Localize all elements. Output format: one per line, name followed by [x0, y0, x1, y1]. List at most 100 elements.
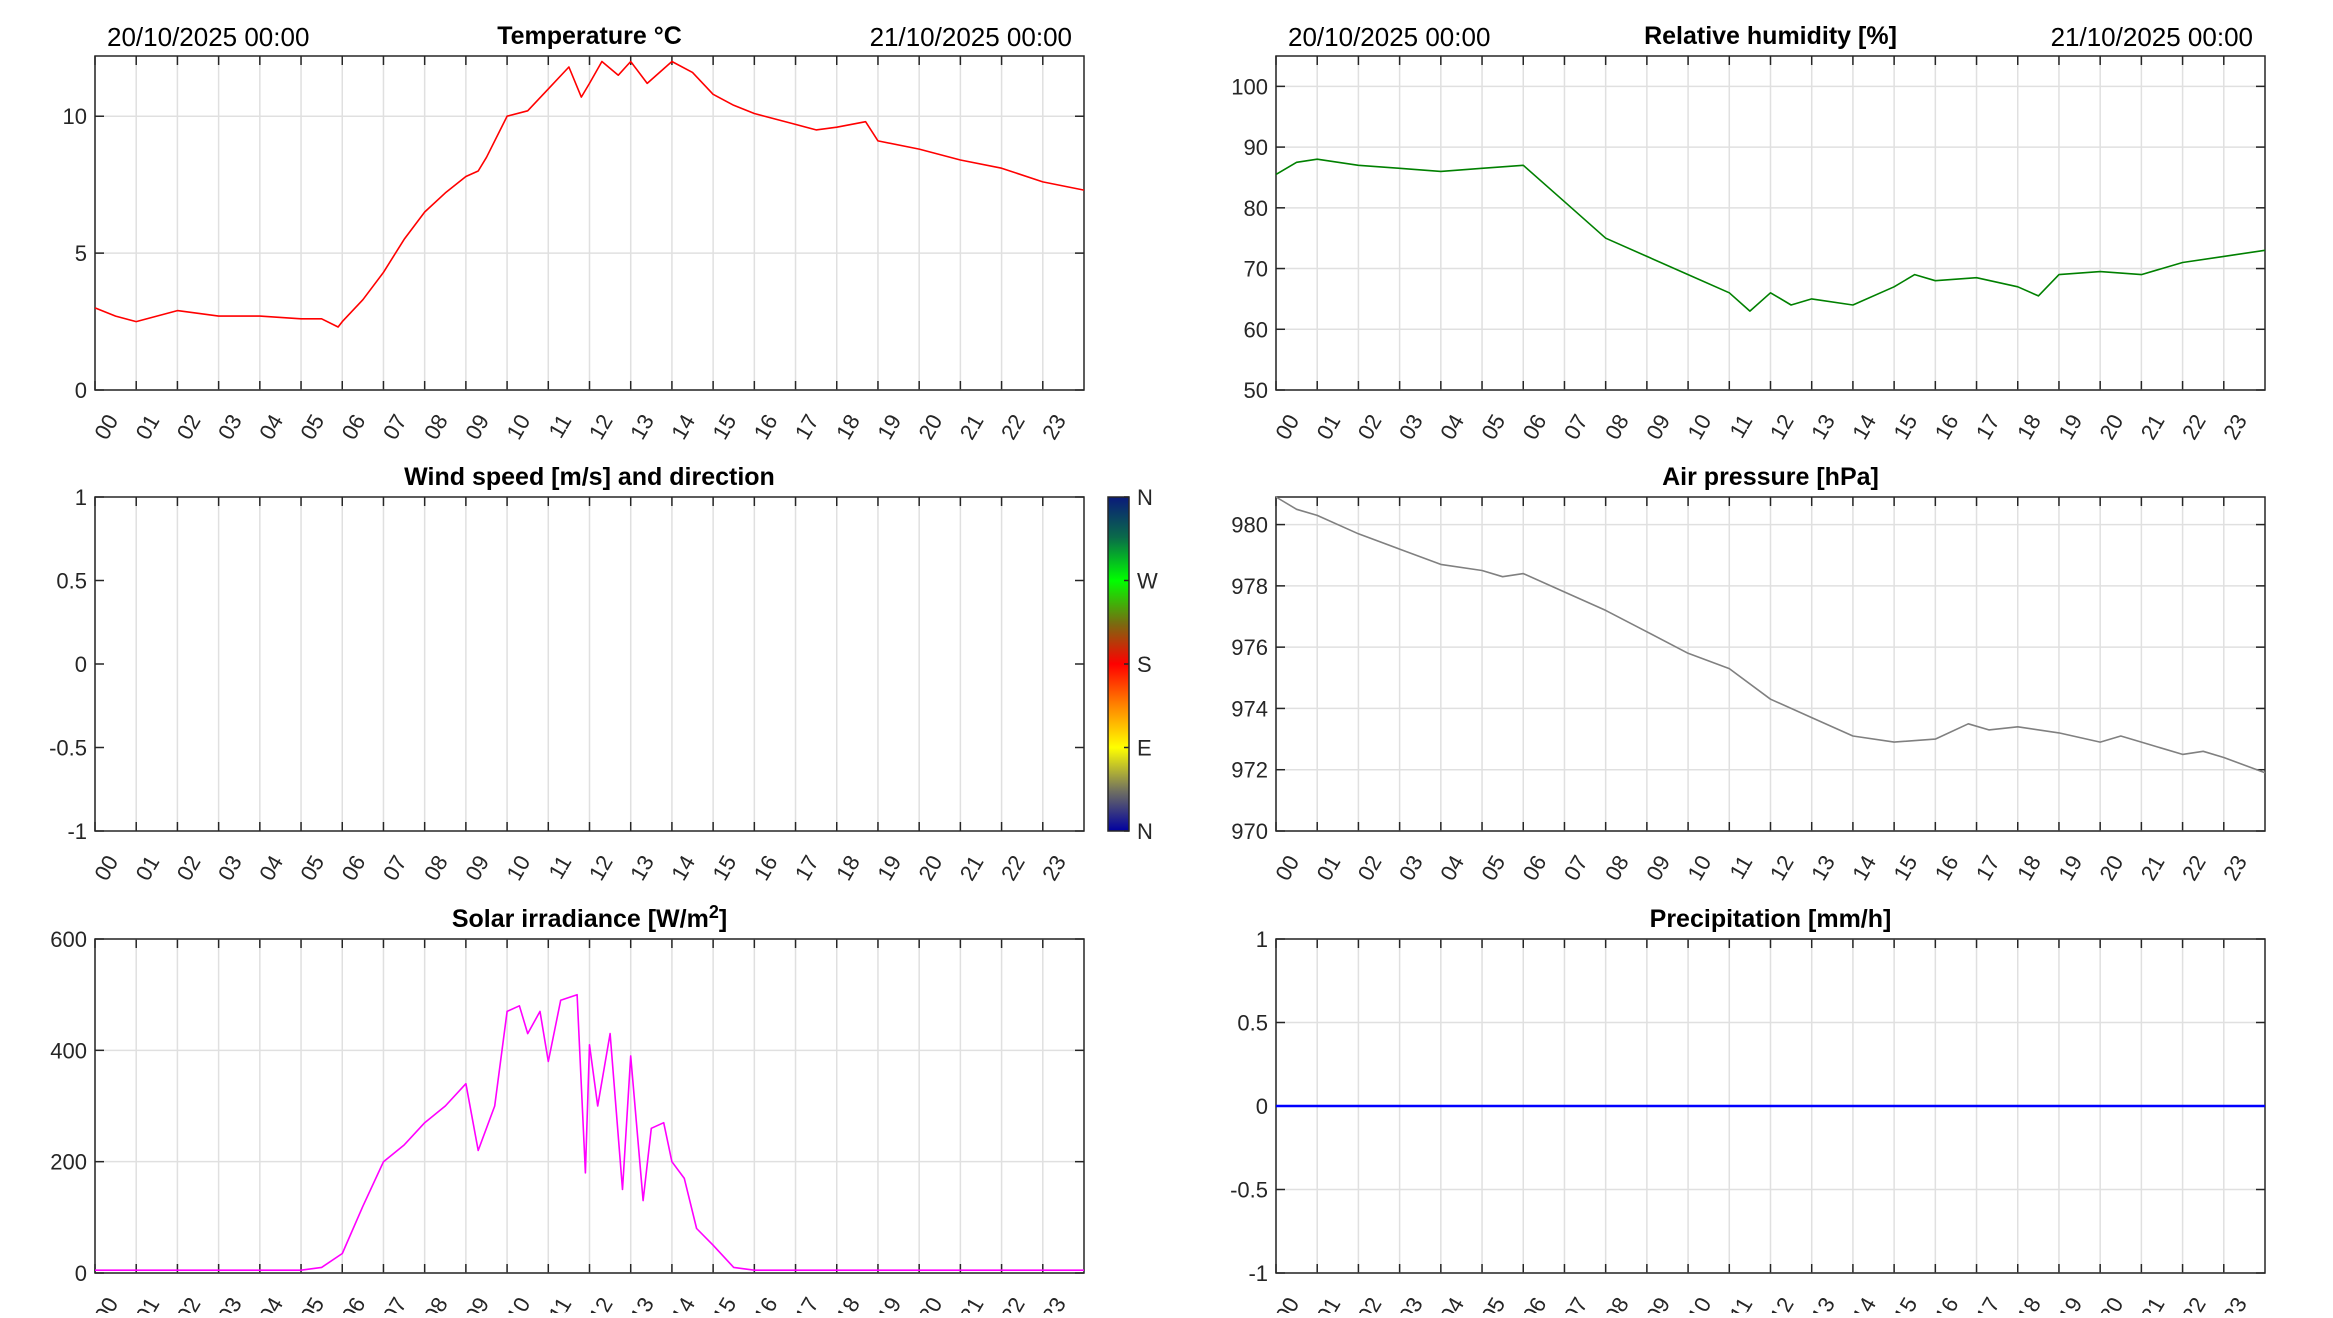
x-tick-label: 15 [707, 851, 741, 885]
x-tick-label: 10 [1682, 851, 1716, 885]
y-tick-label: 980 [1231, 513, 1268, 538]
x-tick-label: 00 [89, 1293, 123, 1313]
y-tick-label: 0 [1256, 1094, 1268, 1119]
colorbar-label: N [1137, 485, 1153, 510]
x-tick-label: 18 [831, 851, 865, 885]
x-tick-label: 11 [1724, 851, 1757, 883]
x-tick-label: 01 [131, 1293, 165, 1313]
axes-box [1275, 496, 2266, 832]
x-tick-label: 21 [2136, 851, 2170, 885]
y-tick-label: 978 [1231, 574, 1268, 599]
y-tick-label: 0 [75, 652, 87, 677]
x-tick-label: 07 [378, 410, 412, 444]
y-tick-label: -0.5 [49, 736, 87, 761]
x-tick-label: 02 [1353, 1293, 1387, 1313]
x-tick-label: 16 [1930, 851, 1964, 885]
x-tick-label: 13 [625, 851, 659, 885]
y-tick-label: 50 [1244, 378, 1268, 403]
colorbar-label: S [1137, 652, 1152, 677]
y-tick-label: 0.5 [56, 569, 87, 594]
y-tick-label: 5 [75, 241, 87, 266]
y-tick-label: 0 [75, 378, 87, 403]
x-tick-label: 04 [1435, 410, 1469, 444]
x-tick-label: 19 [872, 851, 906, 885]
x-tick-label: 05 [295, 1293, 329, 1313]
y-tick-label: 400 [50, 1038, 87, 1063]
x-tick-label: 16 [749, 1293, 783, 1313]
x-tick-label: 08 [419, 1293, 453, 1313]
x-tick-label: 11 [1724, 410, 1757, 442]
x-tick-label: 10 [1682, 410, 1716, 444]
x-tick-label: 19 [872, 410, 906, 444]
end-date-label: 21/10/2025 00:00 [2051, 22, 2253, 52]
x-tick-label: 11 [543, 1293, 576, 1313]
x-tick-label: 06 [337, 410, 371, 444]
x-tick-label: 23 [1037, 1293, 1071, 1313]
wind-chart: 00 01 02 03 04 05 06 07 08 09 10 11 12 13 14 15 16 17 18 19… [49, 463, 1158, 885]
x-tick-label: 00 [1270, 851, 1304, 885]
x-tick-label: 14 [1847, 851, 1881, 885]
y-tick-label: 0 [75, 1261, 87, 1286]
x-tick-label: 13 [1806, 410, 1840, 444]
x-tick-label: 08 [1600, 410, 1634, 444]
x-tick-label: 03 [213, 851, 247, 885]
y-tick-label: 974 [1231, 696, 1268, 721]
x-tick-label: 03 [213, 1293, 247, 1313]
chart-title: Relative humidity [%] [1644, 22, 1897, 50]
x-tick-label: 00 [1270, 1293, 1304, 1313]
x-tick-label: 14 [1847, 410, 1881, 444]
colorbar-label: N [1137, 819, 1153, 844]
x-tick-label: 21 [955, 1293, 989, 1313]
x-tick-label: 12 [1765, 851, 1799, 885]
x-tick-label: 07 [1559, 410, 1593, 444]
x-tick-label: 00 [89, 851, 123, 885]
title-text: Air pressure [hPa] [1662, 463, 1879, 491]
x-tick-label: 10 [501, 851, 535, 885]
x-tick-label: 10 [1682, 1293, 1716, 1313]
x-tick-label: 17 [1971, 851, 2005, 885]
y-tick-label: 976 [1231, 635, 1268, 660]
x-tick-label: 12 [1765, 1293, 1799, 1313]
x-tick-label: 23 [2218, 410, 2252, 444]
x-tick-label: 14 [666, 410, 700, 444]
y-tick-label: 970 [1231, 819, 1268, 844]
x-tick-label: 12 [1765, 410, 1799, 444]
x-tick-label: 13 [625, 410, 659, 444]
x-tick-label: 02 [1353, 410, 1387, 444]
axes-box [94, 496, 1085, 832]
x-tick-label: 19 [872, 1293, 906, 1313]
title-text: Wind speed [m/s] and direction [404, 463, 775, 491]
title-text: Precipitation [mm/h] [1650, 905, 1892, 933]
title-text: Relative humidity [%] [1644, 22, 1897, 50]
x-tick-label: 11 [1724, 1293, 1757, 1313]
x-tick-label: 19 [2053, 410, 2087, 444]
x-tick-label: 15 [1888, 1293, 1922, 1313]
x-tick-label: 15 [707, 1293, 741, 1313]
x-tick-label: 03 [213, 410, 247, 444]
x-tick-label: 09 [1641, 1293, 1675, 1313]
x-tick-label: 17 [790, 851, 824, 885]
solar-chart: 00 01 02 03 04 05 06 07 08 09 10 11 12 13 14 15 16 17 18 19… [50, 902, 1085, 1318]
x-tick-label: 13 [1806, 851, 1840, 885]
colorbar-label: W [1137, 569, 1158, 594]
x-tick-label: 17 [1971, 1293, 2005, 1313]
x-tick-label: 20 [913, 1293, 947, 1313]
x-tick-label: 01 [131, 851, 165, 885]
start-date-label: 20/10/2025 00:00 [107, 22, 309, 52]
x-tick-label: 04 [1435, 851, 1469, 885]
x-tick-label: 09 [1641, 851, 1675, 885]
x-tick-label: 09 [1641, 410, 1675, 444]
x-tick-label: 17 [1971, 410, 2005, 444]
x-tick-label: 02 [172, 1293, 206, 1313]
x-tick-label: 20 [2094, 851, 2128, 885]
y-tick-label: 0.5 [1237, 1011, 1268, 1036]
x-tick-label: 01 [131, 410, 165, 444]
x-tick-label: 11 [543, 851, 576, 883]
end-date-label: 21/10/2025 00:00 [870, 22, 1072, 52]
x-tick-label: 09 [460, 851, 494, 885]
x-tick-label: 15 [707, 410, 741, 444]
x-tick-label: 20 [2094, 410, 2128, 444]
x-tick-label: 06 [337, 1293, 371, 1313]
y-tick-label: 600 [50, 927, 87, 952]
x-tick-label: 06 [1518, 851, 1552, 885]
